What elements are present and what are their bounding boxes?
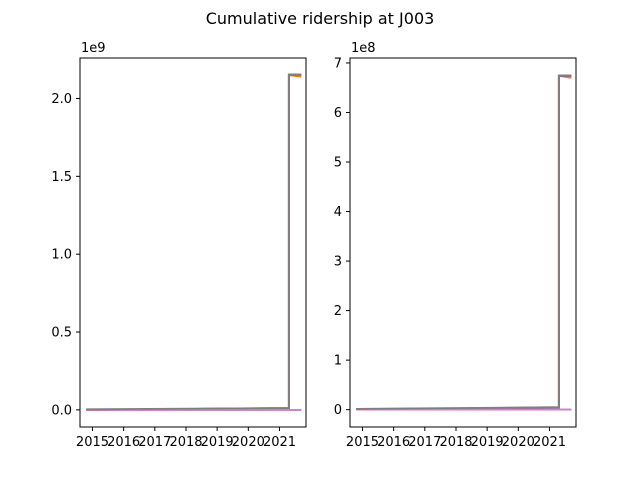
x-tick-label: 2016	[107, 435, 140, 450]
y-tick-label: 2.0	[51, 92, 72, 107]
y-tick-label: 0.5	[51, 326, 72, 341]
y-tick-label: 6	[334, 106, 342, 121]
series-line-6	[356, 74, 572, 410]
x-tick-label: 2019	[471, 435, 504, 450]
series-line-3	[86, 74, 302, 411]
y-tick-label: 0	[334, 403, 342, 418]
axes-frame	[349, 57, 577, 428]
y-tick-label: 0.0	[51, 403, 72, 418]
x-tick-label: 2016	[377, 435, 410, 450]
axes-frame	[79, 57, 307, 428]
x-tick-label: 2020	[232, 435, 265, 450]
x-tick-label: 2015	[346, 435, 379, 450]
y-tick-label: 4	[334, 205, 342, 220]
y-offset-text: 1e9	[81, 41, 106, 56]
series-line-1	[356, 74, 572, 411]
y-tick-label: 1.5	[51, 170, 72, 185]
y-offset-text: 1e8	[351, 41, 376, 56]
y-tick-label: 1.0	[51, 248, 72, 263]
x-tick-label: 2019	[201, 435, 234, 450]
x-tick-label: 2017	[138, 435, 171, 450]
series-line-3	[356, 74, 572, 411]
x-tick-label: 2018	[169, 435, 202, 450]
series-line-6	[86, 73, 302, 411]
series-line-4	[356, 74, 572, 411]
series-line-4	[86, 74, 302, 411]
y-tick-label: 3	[334, 255, 342, 270]
series-line-2	[356, 74, 572, 411]
x-tick-label: 2017	[408, 435, 441, 450]
y-tick-label: 2	[334, 304, 342, 319]
series-line-1	[86, 74, 302, 411]
x-tick-label: 2018	[439, 435, 472, 450]
series-line-2	[86, 74, 302, 411]
y-tick-label: 1	[334, 354, 342, 369]
x-tick-label: 2020	[502, 435, 535, 450]
figure-title: Cumulative ridership at J003	[206, 9, 435, 28]
y-tick-label: 5	[334, 156, 342, 171]
x-tick-label: 2021	[533, 435, 566, 450]
x-tick-label: 2015	[76, 435, 109, 450]
y-tick-label: 7	[334, 56, 342, 71]
x-tick-label: 2021	[263, 435, 296, 450]
